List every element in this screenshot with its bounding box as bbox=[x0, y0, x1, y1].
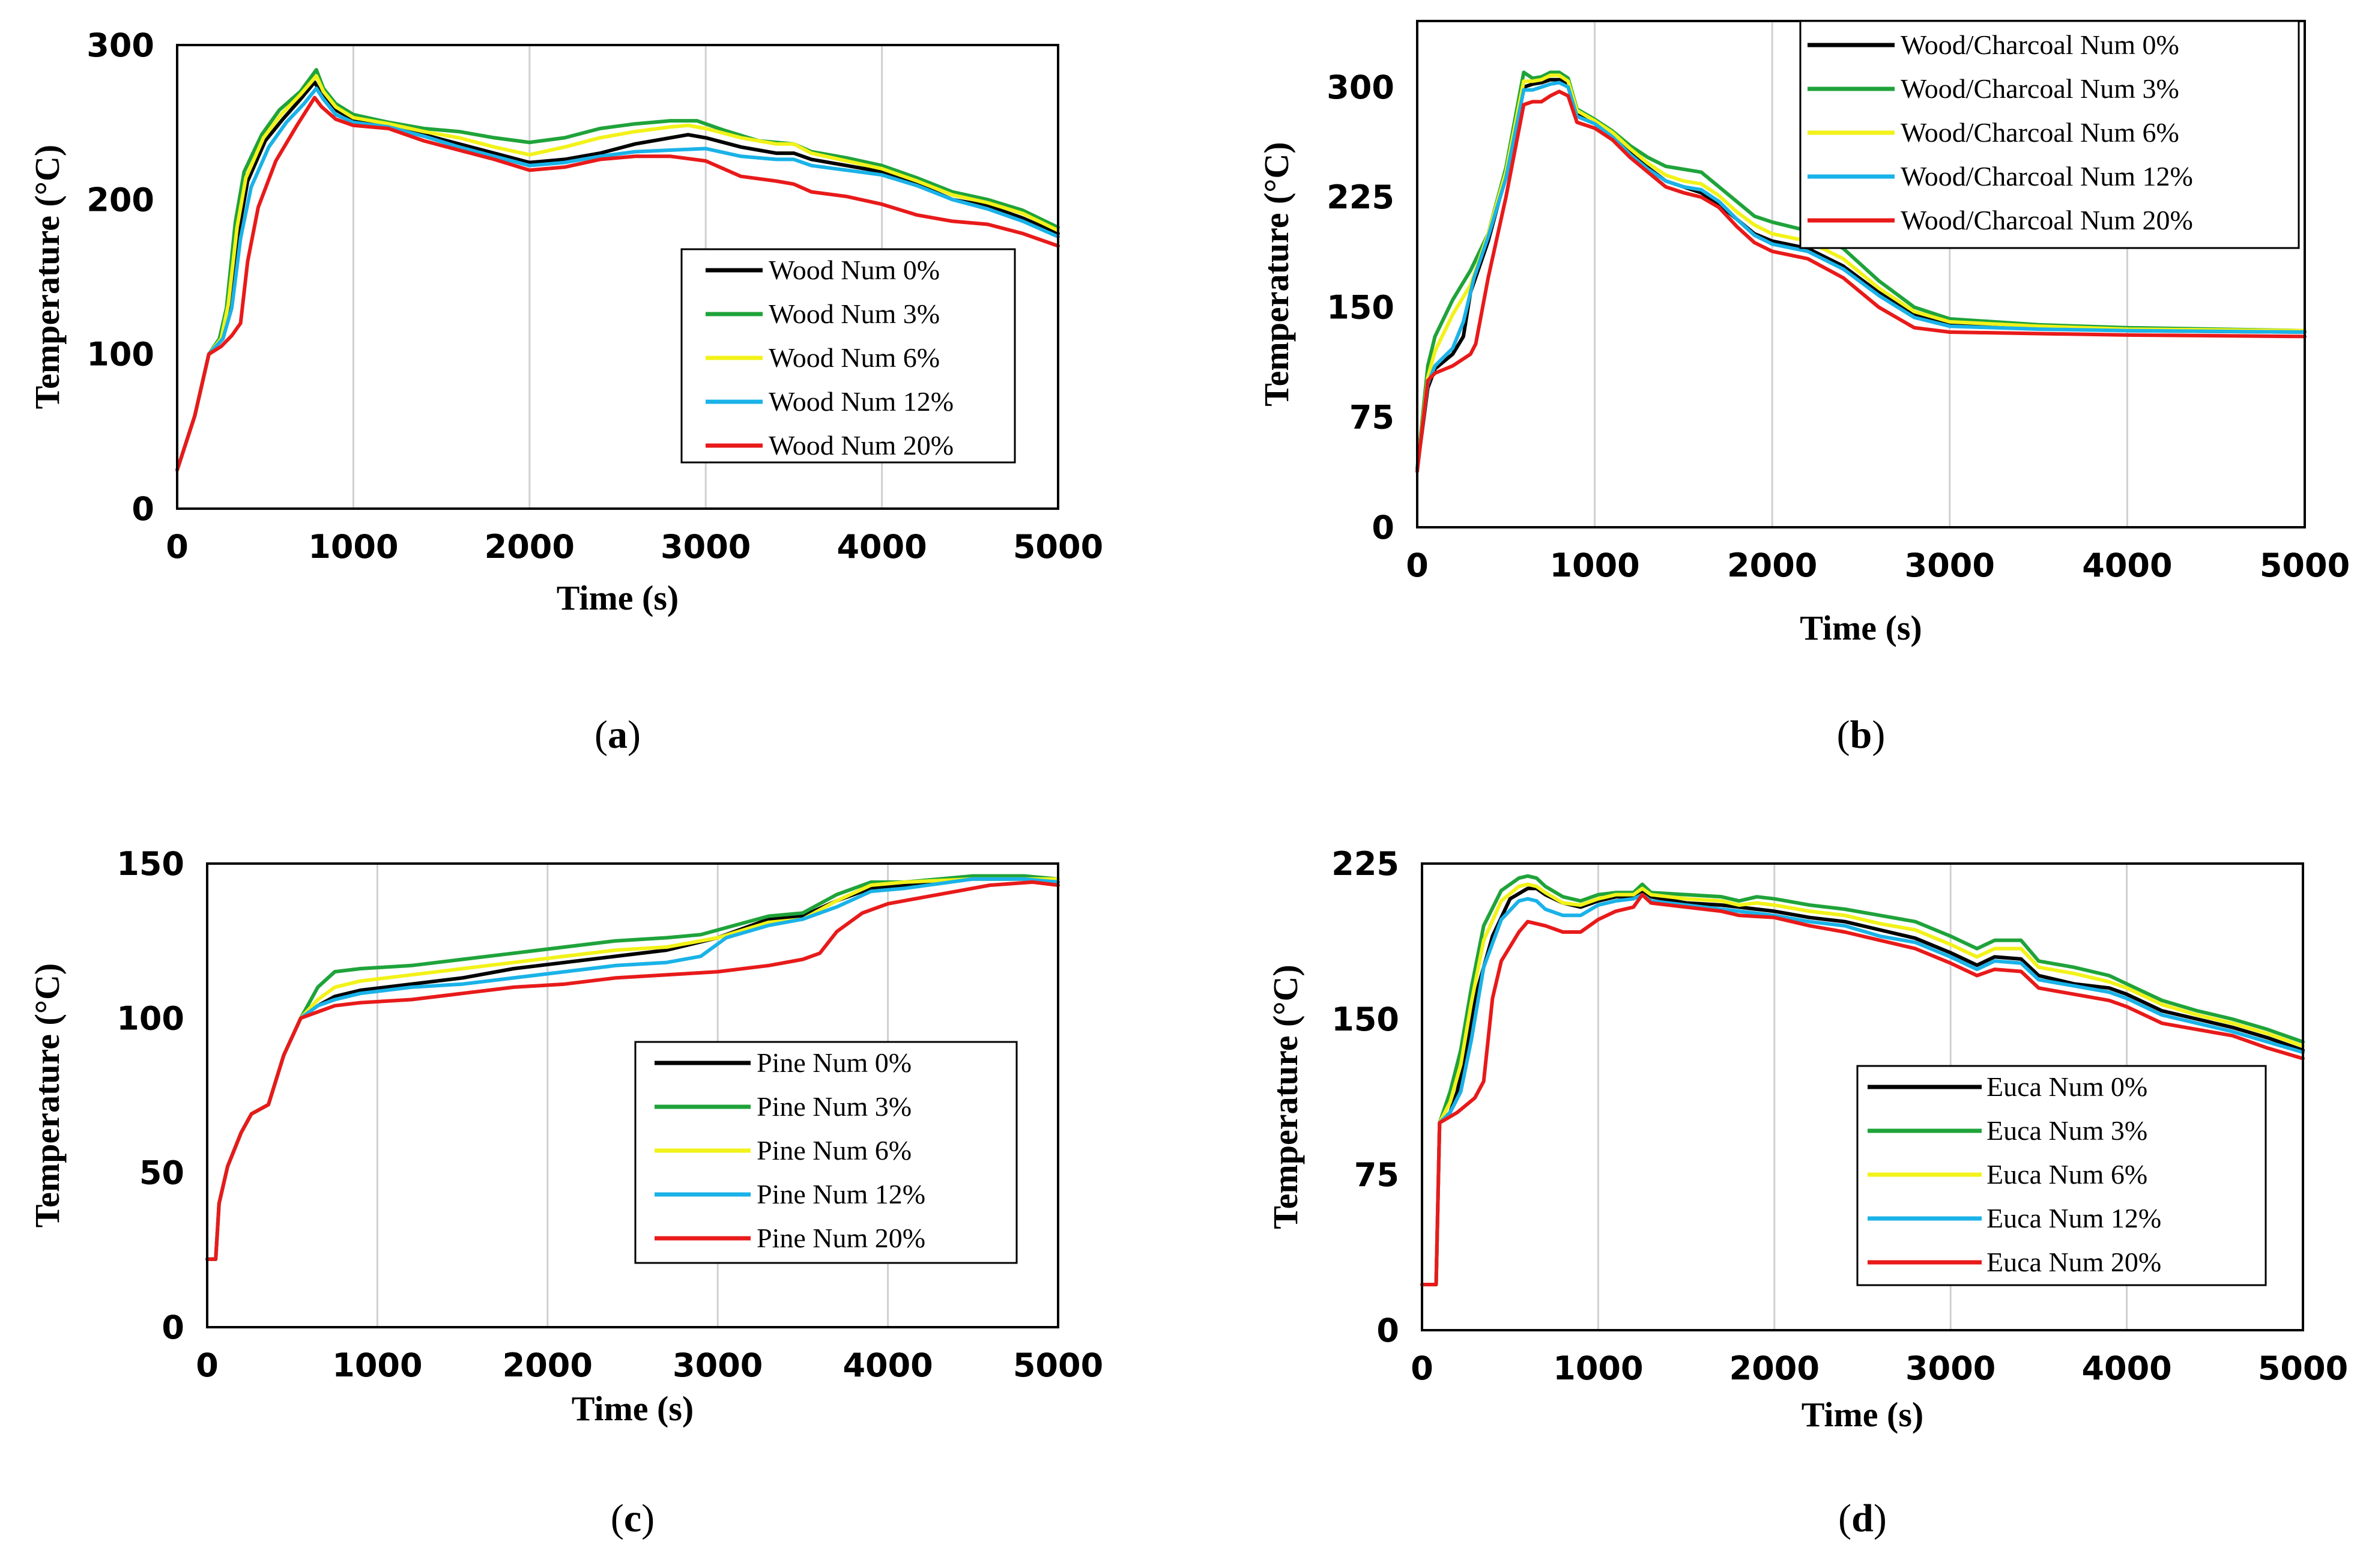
panel-label: (c) bbox=[611, 1497, 655, 1540]
y-tick-label: 225 bbox=[1327, 178, 1394, 216]
panel-label: (b) bbox=[1837, 713, 1886, 757]
series-line-3 bbox=[1415, 80, 2307, 471]
chart-panel-d: 0 1000 2000 3000 4000 5000 0 75 150 225 Time (s) Te… bbox=[1266, 845, 2348, 1540]
series-line-4 bbox=[175, 95, 1060, 472]
legend-label-3: Pine Num 12% bbox=[757, 1179, 925, 1209]
x-axis-title: Time (s) bbox=[1800, 608, 1922, 647]
y-tick-label: 150 bbox=[1327, 288, 1394, 326]
y-axis-title: Temperature (°C) bbox=[1257, 142, 1296, 406]
y-tick-label: 150 bbox=[116, 845, 184, 883]
series-line-3 bbox=[175, 86, 1060, 472]
x-tick-label: 4000 bbox=[2081, 1349, 2171, 1387]
x-tick-label: 1000 bbox=[308, 528, 398, 566]
y-tick-label: 50 bbox=[139, 1154, 184, 1192]
legend-label-1: Euca Num 3% bbox=[1986, 1115, 2147, 1146]
x-tick-label: 5000 bbox=[2260, 546, 2350, 584]
plot-frame bbox=[206, 862, 1059, 1328]
chart-panel-a: 0 1000 2000 3000 4000 5000 0 100 200 300 Time (s) T… bbox=[28, 26, 1103, 757]
legend-label-4: Pine Num 20% bbox=[757, 1223, 925, 1253]
chart-panel-b: 0 1000 2000 3000 4000 5000 0 75 150 225 300 Time (s… bbox=[1257, 20, 2350, 757]
x-tick-label: 5000 bbox=[2258, 1349, 2348, 1387]
y-tick-label: 225 bbox=[1331, 845, 1399, 883]
series-line-2 bbox=[175, 74, 1060, 472]
series-line-0 bbox=[175, 80, 1060, 472]
y-tick-label: 0 bbox=[162, 1309, 184, 1346]
x-tick-label: 3000 bbox=[1905, 1349, 1995, 1387]
legend-label-1: Pine Num 3% bbox=[757, 1091, 912, 1122]
x-tick-label: 3000 bbox=[661, 528, 751, 566]
x-tick-label: 2000 bbox=[503, 1346, 593, 1384]
y-tick-label: 300 bbox=[1327, 68, 1394, 106]
y-axis-title: Temperature (°C) bbox=[28, 963, 67, 1227]
series-line-1 bbox=[1420, 874, 2305, 1286]
x-tick-label: 4000 bbox=[843, 1346, 933, 1384]
x-axis-title: Time (s) bbox=[557, 578, 679, 617]
x-tick-label: 1000 bbox=[332, 1346, 422, 1384]
legend-label-2: Wood Num 6% bbox=[769, 342, 940, 373]
series-line-4 bbox=[205, 880, 1060, 1261]
series-line-4 bbox=[1420, 892, 2305, 1286]
y-tick-label: 150 bbox=[1331, 1000, 1399, 1038]
legend-label-0: Euca Num 0% bbox=[1986, 1071, 2147, 1102]
series-line-2 bbox=[1420, 882, 2305, 1286]
x-tick-label: 1000 bbox=[1549, 546, 1639, 584]
series-line-4 bbox=[1415, 89, 2307, 474]
x-tick-label: 2000 bbox=[485, 528, 575, 566]
x-tick-label: 0 bbox=[1411, 1349, 1433, 1387]
y-tick-label: 0 bbox=[1372, 509, 1394, 546]
x-tick-label: 3000 bbox=[1905, 546, 1995, 584]
legend-label-4: Euca Num 20% bbox=[1986, 1247, 2161, 1277]
legend-label-2: Wood/Charcoal Num 6% bbox=[1901, 117, 2179, 148]
x-axis-title: Time (s) bbox=[1802, 1395, 1924, 1434]
x-tick-label: 4000 bbox=[837, 528, 927, 566]
plot-frame bbox=[1421, 862, 2304, 1331]
x-tick-label: 4000 bbox=[2082, 546, 2172, 584]
x-tick-label: 2000 bbox=[1727, 546, 1817, 584]
y-tick-label: 75 bbox=[1349, 399, 1394, 437]
y-tick-label: 100 bbox=[86, 336, 154, 374]
plot-frame bbox=[176, 44, 1059, 510]
legend-label-2: Pine Num 6% bbox=[757, 1135, 912, 1166]
panel-label: (d) bbox=[1838, 1497, 1887, 1540]
legend-label-3: Wood/Charcoal Num 12% bbox=[1901, 161, 2193, 192]
legend-label-0: Wood Num 0% bbox=[769, 255, 940, 285]
chart-panel-c: 0 1000 2000 3000 4000 5000 0 50 100 150 Time (s) Te… bbox=[28, 845, 1103, 1540]
y-tick-label: 200 bbox=[86, 181, 154, 219]
legend-label-4: Wood/Charcoal Num 20% bbox=[1901, 205, 2193, 235]
x-tick-label: 2000 bbox=[1729, 1349, 1820, 1387]
legend-label-4: Wood Num 20% bbox=[769, 430, 954, 461]
legend-label-0: Wood/Charcoal Num 0% bbox=[1901, 29, 2179, 60]
y-tick-label: 0 bbox=[1376, 1312, 1399, 1349]
legend-label-1: Wood/Charcoal Num 3% bbox=[1901, 73, 2179, 104]
x-tick-label: 0 bbox=[1406, 546, 1429, 584]
legend-label-1: Wood Num 3% bbox=[769, 298, 940, 329]
legend-label-2: Euca Num 6% bbox=[1986, 1159, 2147, 1190]
panel-label: (a) bbox=[595, 713, 641, 757]
x-axis-title: Time (s) bbox=[572, 1389, 694, 1428]
y-tick-label: 300 bbox=[86, 26, 154, 64]
x-tick-label: 0 bbox=[196, 1346, 219, 1384]
y-axis-title: Temperature (°C) bbox=[28, 145, 67, 409]
x-tick-label: 3000 bbox=[673, 1346, 763, 1384]
y-axis-title: Temperature (°C) bbox=[1266, 964, 1305, 1229]
legend-label-0: Pine Num 0% bbox=[757, 1047, 912, 1078]
series-line-1 bbox=[175, 68, 1060, 472]
x-tick-label: 5000 bbox=[1013, 1346, 1103, 1384]
legend-label-3: Wood Num 12% bbox=[769, 386, 954, 417]
y-tick-label: 0 bbox=[132, 490, 154, 528]
y-tick-label: 75 bbox=[1354, 1156, 1399, 1194]
legend-label-3: Euca Num 12% bbox=[1986, 1203, 2161, 1234]
x-tick-label: 0 bbox=[166, 528, 189, 566]
x-tick-label: 1000 bbox=[1553, 1349, 1643, 1387]
series-line-3 bbox=[1420, 892, 2305, 1286]
y-tick-label: 100 bbox=[116, 999, 184, 1037]
x-tick-label: 5000 bbox=[1013, 528, 1103, 566]
